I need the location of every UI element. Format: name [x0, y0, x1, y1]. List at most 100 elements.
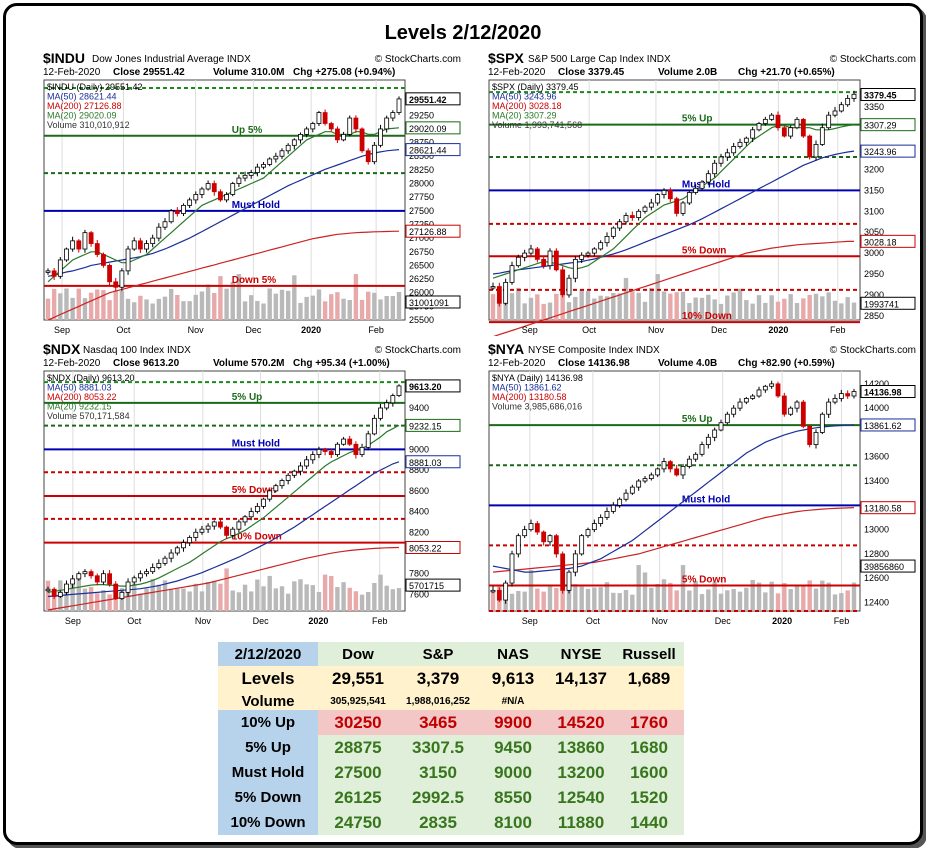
table-row: Levels 29,551 3,379 9,613 14,137 1,689	[218, 666, 684, 692]
volume-bar	[820, 580, 825, 611]
candle-body	[604, 510, 610, 518]
volume-bar	[554, 588, 559, 611]
volume-bar	[107, 594, 112, 611]
candle-body	[199, 188, 205, 195]
candle-body	[101, 254, 106, 266]
candle-body	[515, 535, 521, 555]
candle-body	[661, 190, 667, 195]
volume-bar	[255, 300, 260, 320]
x-tick-label: Sep	[522, 325, 538, 335]
candle-body	[686, 192, 692, 204]
candle-body	[396, 98, 402, 113]
candle-body	[743, 398, 749, 403]
value-box	[405, 224, 461, 238]
volume-bar	[310, 295, 315, 320]
candle-body	[76, 573, 82, 580]
ma20-line	[47, 127, 400, 283]
value-box	[860, 234, 916, 248]
x-tick-label: Oct	[127, 616, 142, 626]
candle-body	[261, 164, 266, 168]
x-tick-label: Dec	[253, 616, 270, 626]
volume-bar	[718, 593, 724, 611]
candle-body	[781, 127, 787, 137]
value-box	[405, 578, 461, 592]
cell	[548, 692, 614, 710]
candle-body	[629, 215, 635, 218]
chart-date: 12-Feb-2020	[488, 358, 546, 369]
value-box-label: 39856860	[864, 562, 904, 572]
y-tick-label: 28500	[409, 151, 434, 161]
row-label: Volume	[218, 692, 318, 710]
volume-bar	[528, 569, 534, 611]
value-box	[860, 118, 916, 132]
candle-body	[680, 202, 686, 214]
level-label: 10% Down	[682, 311, 732, 322]
candle-body	[64, 583, 69, 593]
volume-bar	[267, 575, 272, 611]
candle-body	[211, 183, 217, 193]
volume-bar	[199, 591, 205, 611]
legend-entry: MA(50) 13861.62	[492, 383, 562, 393]
volume-bar	[744, 587, 749, 611]
volume-bar	[636, 565, 641, 611]
candle-body	[655, 468, 661, 476]
volume-bar	[604, 582, 610, 611]
candle-body	[610, 227, 616, 237]
candle-body	[541, 531, 547, 543]
volume-bar	[611, 293, 616, 320]
plot-area	[488, 370, 861, 612]
candle-body	[125, 581, 131, 593]
chart-spx: $SPX S&P 500 Large Cap Index INDX © StockC…	[488, 52, 918, 336]
candle-body	[168, 210, 174, 223]
levels-table: 2/12/2020 Dow S&P NAS NYSE Russell Level…	[218, 642, 684, 835]
value-box-label: 3379.45	[864, 91, 897, 101]
volume-bar	[347, 587, 352, 611]
y-tick-label: 12800	[864, 549, 889, 559]
volume-bar	[661, 291, 667, 320]
volume-bar	[267, 288, 272, 320]
volume-bar	[845, 590, 850, 611]
volume-bar	[674, 292, 679, 320]
table-row: 10% Up 30250 3465 9900 14520 1760	[218, 710, 684, 735]
cell: 13860	[548, 735, 614, 760]
cell	[614, 692, 684, 710]
volume-bar	[490, 294, 496, 320]
volume-bar	[509, 293, 515, 320]
candle-body	[775, 383, 781, 397]
candle-body	[762, 385, 768, 391]
candle-body	[667, 461, 673, 470]
volume-bar	[509, 593, 515, 611]
x-tick-label: Nov	[195, 616, 212, 626]
volume-bar	[144, 588, 149, 611]
candle-body	[378, 407, 383, 419]
legend-entry: MA(20) 29020.09	[47, 111, 117, 121]
x-tick-label: Sep	[522, 616, 538, 626]
candle-body	[267, 158, 273, 165]
volume-bar	[279, 289, 285, 320]
volume-bar	[384, 585, 389, 611]
volume-bar	[82, 298, 88, 320]
chart-close: Close 14136.98	[558, 358, 630, 369]
volume-bar	[341, 582, 346, 611]
chart-close: Close 29551.42	[113, 67, 185, 78]
candle-body	[76, 240, 82, 250]
volume-bar	[168, 588, 174, 611]
y-tick-label: 28000	[409, 179, 434, 189]
x-tick-label: Nov	[188, 325, 205, 335]
cell: 1440	[614, 810, 684, 835]
volume-bar	[832, 300, 838, 320]
value-box-label: 13180.58	[864, 504, 902, 514]
volume-bar	[255, 579, 260, 611]
candle-body	[642, 478, 648, 482]
cell: 24750	[318, 810, 398, 835]
row-label: 10% Down	[218, 810, 318, 835]
volume-bar	[335, 587, 340, 611]
candle-body	[579, 254, 585, 260]
volume-bar	[744, 300, 749, 320]
cell: 8100	[478, 810, 548, 835]
volume-bar	[168, 288, 174, 320]
candle-body	[636, 480, 642, 488]
y-tick-label: 7800	[409, 569, 429, 579]
table-header-row: 2/12/2020 Dow S&P NAS NYSE Russell	[218, 642, 684, 666]
candle-body	[51, 270, 57, 277]
